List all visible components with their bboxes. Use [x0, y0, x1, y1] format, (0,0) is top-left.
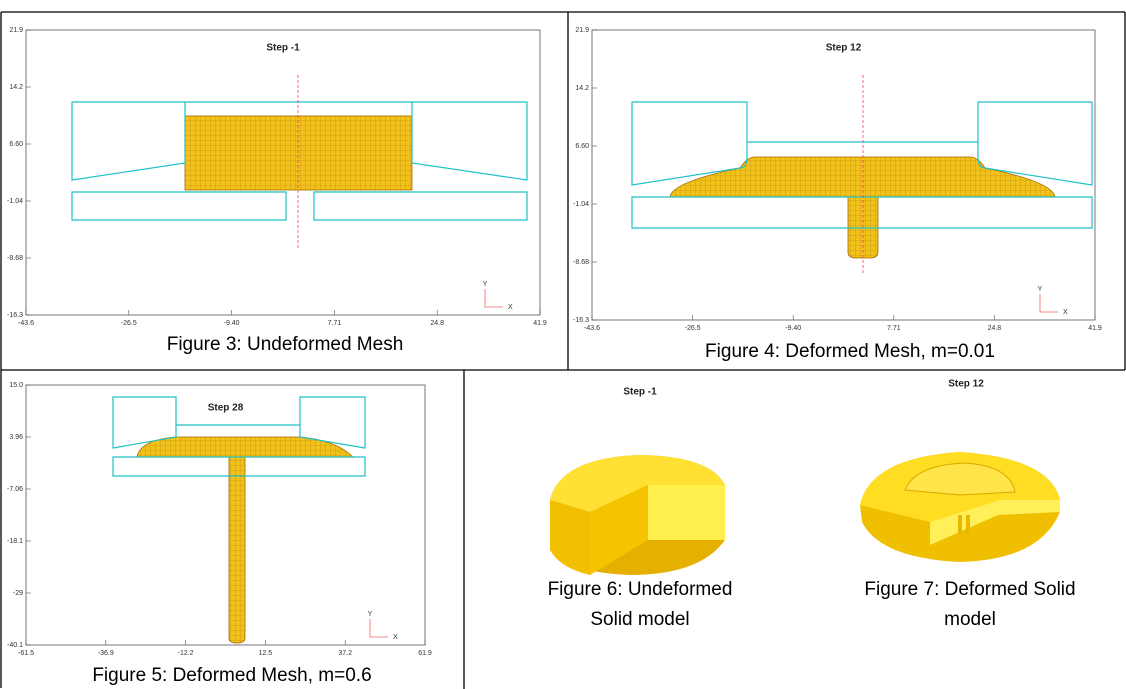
axis-x-label: X	[393, 634, 398, 641]
step-label: Step -1	[266, 43, 300, 54]
x-tick-label: 24.8	[988, 325, 1002, 332]
y-tick-label: -8.68	[573, 259, 589, 266]
x-tick-label: -26.5	[685, 325, 701, 332]
caption: model	[944, 609, 996, 630]
figure-7-solid	[860, 452, 1060, 562]
x-tick-label: 12.5	[259, 650, 273, 657]
caption: Solid model	[590, 609, 689, 630]
step-label: Step -1	[623, 387, 657, 398]
x-tick-label: -43.6	[18, 320, 34, 327]
y-tick-label: -8.68	[7, 255, 23, 262]
x-tick-label: -9.40	[224, 320, 240, 327]
caption: Figure 6: Undeformed	[548, 579, 733, 600]
step-label: Step 28	[208, 403, 244, 414]
y-tick-label: 6.60	[575, 143, 589, 150]
axis-triad	[485, 289, 503, 307]
x-tick-label: -61.5	[18, 650, 34, 657]
x-tick-label: -26.5	[121, 320, 137, 327]
x-tick-label: 61.9	[418, 650, 432, 657]
axis-x-label: X	[1063, 309, 1068, 316]
x-tick-label: -43.6	[584, 325, 600, 332]
x-tick-label: 37.2	[338, 650, 352, 657]
y-tick-label: 21.9	[575, 27, 589, 34]
axis-y-label: Y	[368, 611, 373, 618]
caption: Figure 3: Undeformed Mesh	[167, 334, 404, 355]
y-tick-label: -18.1	[7, 538, 23, 545]
x-tick-label: 41.9	[533, 320, 547, 327]
axis-x-label: X	[508, 304, 513, 311]
x-tick-label: -36.9	[98, 650, 114, 657]
x-tick-label: 7.71	[887, 325, 901, 332]
y-tick-label: 6.60	[9, 141, 23, 148]
x-tick-label: 7.71	[328, 320, 342, 327]
caption: Figure 4: Deformed Mesh, m=0.01	[705, 341, 995, 362]
y-tick-label: -29	[13, 590, 23, 597]
caption: Figure 7: Deformed Solid	[864, 579, 1075, 600]
step-label: Step 12	[826, 43, 862, 54]
figure-4-mesh	[632, 75, 1092, 275]
x-tick-label: 24.8	[430, 320, 444, 327]
axis-triad	[370, 619, 388, 637]
x-tick-label: 41.9	[1088, 325, 1102, 332]
caption: Figure 5: Deformed Mesh, m=0.6	[92, 665, 371, 686]
axis-triad	[1040, 294, 1058, 312]
page: 21.914.26.60-1.04-8.68-16.3-43.6-26.5-9.…	[0, 0, 1126, 689]
y-tick-label: -7.06	[7, 486, 23, 493]
x-tick-label: -12.2	[178, 650, 194, 657]
y-tick-label: -1.04	[7, 198, 23, 205]
axis-y-label: Y	[483, 281, 488, 288]
y-tick-label: 14.2	[9, 84, 23, 91]
figure-5-mesh	[113, 397, 365, 643]
step-label: Step 12	[948, 379, 984, 390]
y-tick-label: -1.04	[573, 201, 589, 208]
y-tick-label: 15.0	[9, 382, 23, 389]
x-tick-label: -9.40	[785, 325, 801, 332]
y-tick-label: -40.1	[7, 642, 23, 649]
y-tick-label: 14.2	[575, 85, 589, 92]
figure-3-mesh	[72, 75, 527, 250]
y-tick-label: 21.9	[9, 27, 23, 34]
y-tick-label: -16.3	[7, 312, 23, 319]
axis-y-label: Y	[1038, 286, 1043, 293]
figure-6-solid	[550, 455, 725, 575]
y-tick-label: 3.96	[9, 434, 23, 441]
y-tick-label: -16.3	[573, 317, 589, 324]
